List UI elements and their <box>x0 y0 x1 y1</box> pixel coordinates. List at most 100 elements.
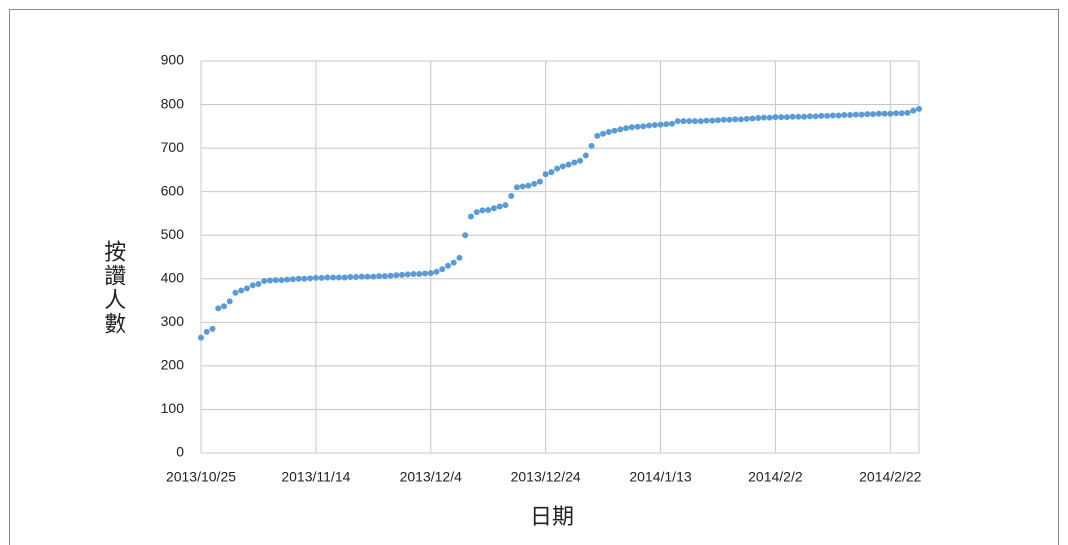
point <box>818 112 825 119</box>
point <box>295 275 302 282</box>
point <box>783 114 790 121</box>
point <box>824 112 831 119</box>
point <box>209 325 216 332</box>
point <box>732 116 739 123</box>
point <box>198 334 204 341</box>
point <box>243 285 250 292</box>
point <box>364 273 371 280</box>
point <box>301 275 308 282</box>
point <box>238 287 245 294</box>
x-tick-label: 2013/12/4 <box>400 469 462 485</box>
point <box>864 111 871 118</box>
y-tick-label: 400 <box>161 269 185 285</box>
chart-border <box>9 9 1059 545</box>
point <box>485 206 492 213</box>
point <box>669 120 676 127</box>
point <box>686 118 693 125</box>
point <box>743 115 750 122</box>
point <box>387 272 394 279</box>
point <box>450 259 457 266</box>
point <box>358 273 365 280</box>
point <box>697 118 704 125</box>
point <box>605 128 612 135</box>
point <box>806 113 813 120</box>
y-tick-label: 900 <box>161 52 185 68</box>
point <box>571 159 578 166</box>
point <box>634 123 641 130</box>
point <box>749 115 756 122</box>
point <box>473 209 480 216</box>
point <box>536 178 543 185</box>
point <box>870 111 877 118</box>
point <box>324 274 331 281</box>
point <box>916 105 922 112</box>
point <box>594 132 601 139</box>
point <box>760 114 767 121</box>
y-tick-label: 100 <box>161 400 185 416</box>
point <box>307 275 314 282</box>
point <box>789 113 796 120</box>
point <box>795 113 802 120</box>
point <box>778 114 785 121</box>
point <box>422 270 429 277</box>
point <box>525 182 532 189</box>
y-tick-label: 700 <box>161 139 185 155</box>
point <box>318 274 325 281</box>
point <box>220 303 227 310</box>
point <box>841 112 848 119</box>
point <box>410 270 417 277</box>
point <box>858 111 865 118</box>
point <box>502 202 509 209</box>
point <box>508 193 515 200</box>
point <box>347 274 354 281</box>
point <box>657 121 664 128</box>
point <box>330 274 337 281</box>
point <box>249 282 256 289</box>
x-tick-label: 2014/1/13 <box>629 469 691 485</box>
point <box>444 262 451 269</box>
point <box>399 271 406 278</box>
point <box>427 270 434 277</box>
x-tick-label: 2014/2/22 <box>859 469 921 485</box>
point <box>852 111 859 118</box>
point <box>577 157 584 164</box>
point <box>617 126 624 133</box>
point <box>881 110 888 117</box>
point <box>582 152 589 159</box>
point <box>565 161 572 168</box>
x-tick-label: 2013/12/24 <box>511 469 581 485</box>
point <box>623 125 630 132</box>
point <box>801 113 808 120</box>
point <box>893 110 900 117</box>
point <box>255 281 262 288</box>
point <box>680 118 687 125</box>
point <box>904 109 911 116</box>
point <box>278 277 285 284</box>
point <box>531 180 538 187</box>
y-tick-label: 800 <box>161 95 185 111</box>
point <box>829 112 836 119</box>
x-tick-label: 2013/11/14 <box>281 469 350 485</box>
point <box>393 272 400 279</box>
point <box>266 277 273 284</box>
point <box>663 121 670 128</box>
point <box>875 110 882 117</box>
point <box>887 110 894 117</box>
point <box>910 107 917 114</box>
y-axis-label: 按讚人數 <box>101 240 126 336</box>
point <box>755 115 762 122</box>
point <box>226 298 233 305</box>
point <box>456 254 463 261</box>
point <box>554 165 561 172</box>
point <box>381 273 388 280</box>
point <box>737 116 744 123</box>
point <box>404 271 411 278</box>
x-tick-label: 2013/10/25 <box>166 469 236 485</box>
point <box>714 117 721 124</box>
point <box>674 118 681 125</box>
point <box>835 112 842 119</box>
point <box>261 277 268 284</box>
point <box>353 274 360 281</box>
